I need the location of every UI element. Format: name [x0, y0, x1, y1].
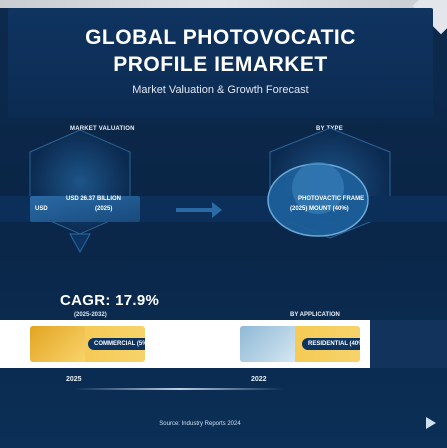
- market-value-prefix: USD: [35, 206, 48, 212]
- commercial-card: COMMERCIAL (5%): [30, 326, 145, 362]
- type-detail: (2025) MOUNT (40%): [290, 206, 349, 212]
- side-panel: [370, 320, 447, 368]
- by-application-label: BY APPLICATION: [290, 312, 340, 318]
- market-value-year: (2025): [95, 206, 113, 212]
- type-name: PHOTOVACTIC FRAME: [298, 196, 365, 202]
- year-end: 2022: [251, 376, 267, 383]
- cagr-label: CAGR: 17.9%: [60, 292, 160, 309]
- valuation-diagram: [0, 127, 447, 254]
- cagr-years: (2025-2032): [74, 312, 107, 318]
- residential-tag: RESIDENTIAL (40%): [302, 338, 360, 350]
- commercial-image: [30, 326, 85, 362]
- top-frame: [0, 0, 447, 8]
- commercial-tag: COMMERCIAL (5%): [88, 338, 145, 350]
- lower-triangle: [69, 233, 91, 254]
- title-line-1: GLOBAL PHOTOVOCATIC: [85, 26, 356, 49]
- source-note: Source: Industry Reports 2024: [159, 421, 241, 427]
- market-valuation-label: MARKET VALUATION: [70, 126, 135, 132]
- timeline-line: [74, 388, 284, 390]
- residential-card: RESIDENTIAL (40%): [240, 326, 360, 362]
- year-start: 2025: [66, 376, 82, 383]
- title-line-2: PROFILE IEMARKET: [113, 53, 328, 76]
- market-value-text: USD 26.37 BILLION: [66, 196, 122, 202]
- play-arrow-icon[interactable]: [425, 416, 437, 430]
- value-panel: [30, 196, 140, 222]
- header-panel: GLOBAL PHOTOVOCATIC PROFILE IEMARKET Mar…: [8, 8, 433, 118]
- subtitle: Market Valuation & Growth Forecast: [132, 84, 309, 96]
- right-arrow-icon: [176, 202, 222, 218]
- residential-image: [240, 326, 295, 362]
